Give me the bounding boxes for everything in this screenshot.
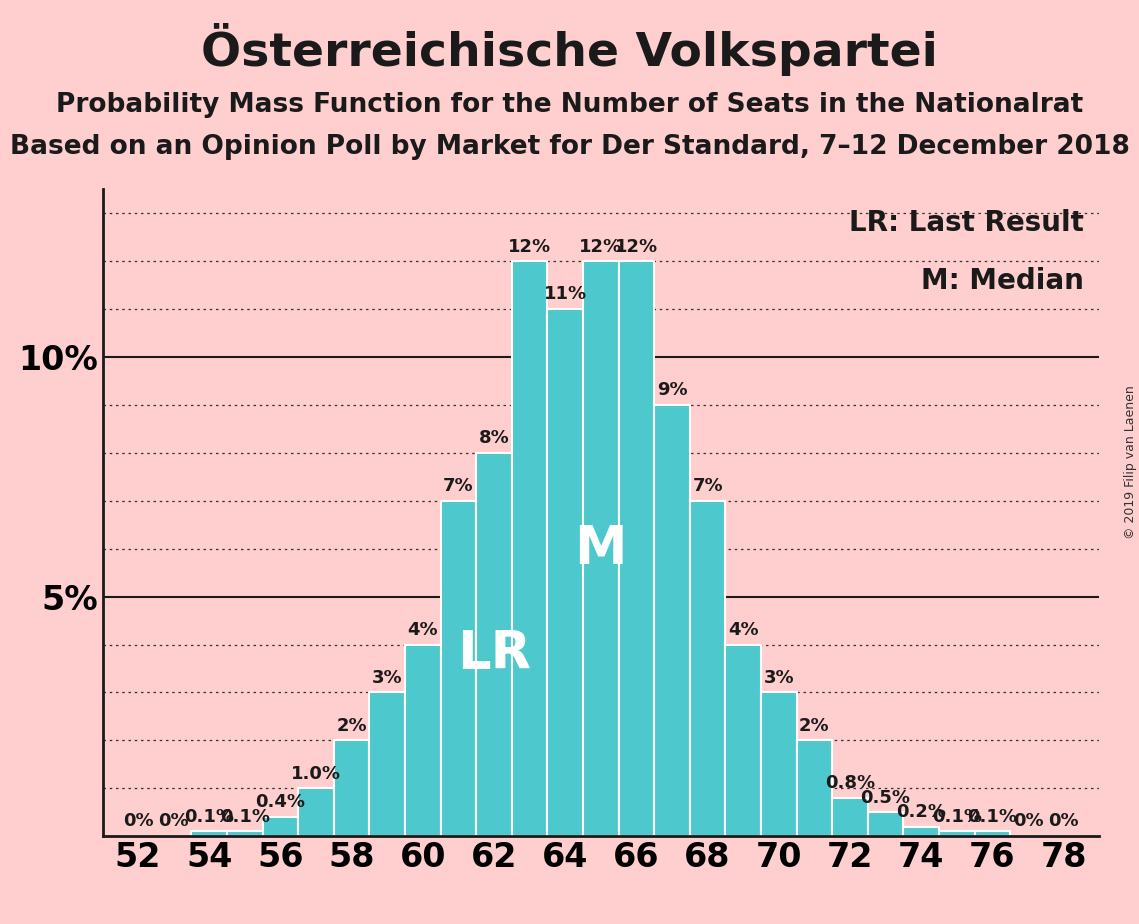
- Text: 0%: 0%: [1013, 812, 1043, 831]
- Text: 11%: 11%: [543, 286, 587, 303]
- Text: 3%: 3%: [763, 669, 794, 687]
- Text: 4%: 4%: [408, 621, 439, 638]
- Text: 2%: 2%: [336, 717, 367, 735]
- Bar: [939, 832, 975, 836]
- Bar: [548, 310, 583, 836]
- Text: Based on an Opinion Poll by Market for Der Standard, 7–12 December 2018: Based on an Opinion Poll by Market for D…: [9, 134, 1130, 160]
- Text: 7%: 7%: [693, 477, 723, 495]
- Bar: [298, 788, 334, 836]
- Bar: [618, 261, 654, 836]
- Text: 0.5%: 0.5%: [861, 788, 910, 807]
- Bar: [476, 453, 511, 836]
- Bar: [441, 501, 476, 836]
- Text: 12%: 12%: [615, 237, 658, 256]
- Bar: [868, 812, 903, 836]
- Bar: [334, 740, 369, 836]
- Text: LR: LR: [457, 628, 531, 680]
- Text: 4%: 4%: [728, 621, 759, 638]
- Bar: [191, 832, 227, 836]
- Bar: [369, 692, 405, 836]
- Text: 0%: 0%: [123, 812, 154, 831]
- Text: 0.1%: 0.1%: [967, 808, 1017, 826]
- Text: M: M: [574, 523, 628, 575]
- Text: 0.8%: 0.8%: [825, 774, 875, 792]
- Text: 7%: 7%: [443, 477, 474, 495]
- Text: M: Median: M: Median: [921, 267, 1084, 295]
- Text: 0.1%: 0.1%: [932, 808, 982, 826]
- Bar: [654, 405, 690, 836]
- Text: 9%: 9%: [657, 382, 687, 399]
- Text: 0.2%: 0.2%: [896, 803, 947, 821]
- Bar: [690, 501, 726, 836]
- Bar: [583, 261, 618, 836]
- Bar: [761, 692, 796, 836]
- Text: 0.1%: 0.1%: [220, 808, 270, 826]
- Text: 1.0%: 1.0%: [292, 764, 341, 783]
- Text: Probability Mass Function for the Number of Seats in the Nationalrat: Probability Mass Function for the Number…: [56, 92, 1083, 118]
- Text: LR: Last Result: LR: Last Result: [850, 209, 1084, 237]
- Text: 0.4%: 0.4%: [255, 794, 305, 811]
- Bar: [405, 645, 441, 836]
- Text: 8%: 8%: [478, 429, 509, 447]
- Text: 0%: 0%: [158, 812, 189, 831]
- Bar: [726, 645, 761, 836]
- Bar: [833, 798, 868, 836]
- Bar: [227, 832, 263, 836]
- Text: Österreichische Volkspartei: Österreichische Volkspartei: [202, 23, 937, 76]
- Bar: [511, 261, 548, 836]
- Text: 12%: 12%: [580, 237, 622, 256]
- Bar: [263, 817, 298, 836]
- Text: 3%: 3%: [372, 669, 402, 687]
- Text: 2%: 2%: [800, 717, 829, 735]
- Bar: [796, 740, 833, 836]
- Text: 12%: 12%: [508, 237, 551, 256]
- Text: © 2019 Filip van Laenen: © 2019 Filip van Laenen: [1124, 385, 1137, 539]
- Text: 0%: 0%: [1048, 812, 1079, 831]
- Text: 0.1%: 0.1%: [185, 808, 235, 826]
- Bar: [975, 832, 1010, 836]
- Bar: [903, 827, 939, 836]
